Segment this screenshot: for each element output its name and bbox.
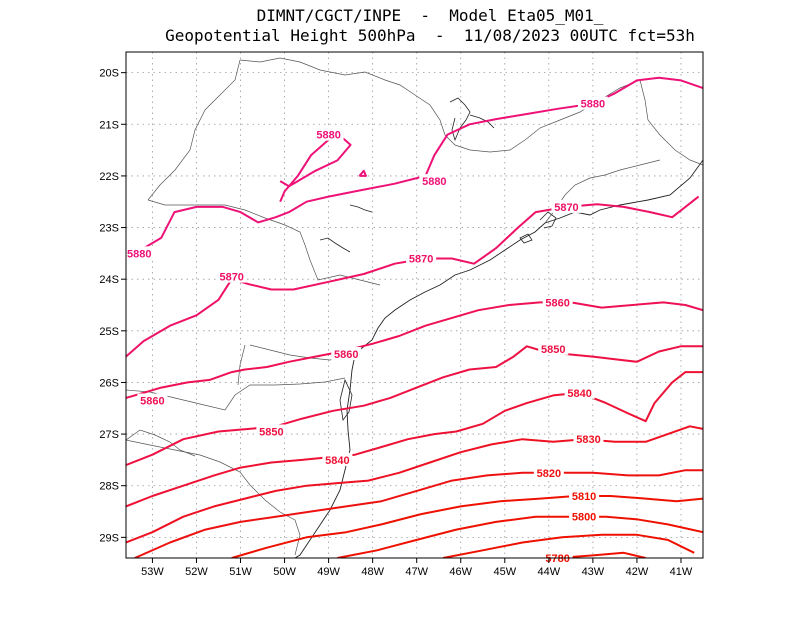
lat-tick-label: 25S bbox=[99, 326, 119, 338]
contour-label: 5880 bbox=[316, 130, 340, 142]
contour-5780 bbox=[557, 551, 646, 558]
contour-5850 bbox=[126, 345, 703, 467]
lat-tick-label: 21S bbox=[99, 119, 119, 131]
lat-tick-label: 23S bbox=[99, 223, 119, 235]
lon-tick-label: 53W bbox=[141, 566, 164, 578]
contour-5800 bbox=[337, 515, 703, 558]
lon-tick-label: 42W bbox=[626, 566, 649, 578]
bay-guanabara bbox=[539, 211, 557, 229]
contour-label: 5840 bbox=[567, 388, 591, 400]
contour-label: 5860 bbox=[140, 396, 164, 408]
lat-tick-label: 26S bbox=[99, 377, 119, 389]
contour-label-bg bbox=[577, 96, 608, 110]
contour-5880 bbox=[279, 136, 352, 203]
contour-label: 5860 bbox=[334, 349, 358, 361]
chart-title-line2: Geopotential Height 500hPa - 11/08/2023 … bbox=[165, 26, 695, 45]
contour-label-bg bbox=[564, 385, 595, 399]
lon-tick-label: 48W bbox=[361, 566, 384, 578]
lon-tick-label: 44W bbox=[538, 566, 561, 578]
contour-label: 5820 bbox=[537, 468, 561, 480]
lat-tick-label: 29S bbox=[99, 532, 119, 544]
contour-5860 bbox=[126, 301, 703, 399]
contour-label: 5860 bbox=[545, 297, 569, 309]
contour-label-bg bbox=[216, 269, 247, 283]
geography-layer bbox=[126, 57, 703, 558]
contour-5840 bbox=[126, 371, 703, 508]
contour-label-bg bbox=[569, 489, 600, 503]
contour-5820 bbox=[134, 469, 703, 558]
contour-label-bg bbox=[331, 347, 362, 361]
contour-label: 5880 bbox=[127, 248, 151, 260]
contour-label-bg bbox=[569, 509, 600, 523]
contour-label-bg bbox=[406, 251, 437, 265]
lon-tick-label: 49W bbox=[317, 566, 340, 578]
contour-5790 bbox=[442, 533, 695, 558]
chart-title-line1: DIMNT/CGCT/INPE - Model Eta05_M01_ bbox=[256, 6, 604, 25]
contour-5830 bbox=[126, 425, 703, 544]
coastline bbox=[294, 159, 703, 558]
lon-tick-label: 45W bbox=[493, 566, 516, 578]
contour-5870 bbox=[126, 195, 700, 358]
contour-label-bg bbox=[533, 465, 564, 479]
state-borders bbox=[126, 57, 703, 556]
contour-label-bg bbox=[542, 295, 573, 309]
lon-tick-label: 51W bbox=[229, 566, 252, 578]
contour-label: 5870 bbox=[409, 254, 433, 266]
lat-tick-label: 20S bbox=[99, 68, 119, 80]
contour-label: 5850 bbox=[541, 344, 565, 356]
lagoon-patos bbox=[339, 378, 353, 422]
contour-label: 5780 bbox=[545, 553, 569, 565]
contour-label: 5800 bbox=[572, 512, 596, 524]
contour-label: 5810 bbox=[572, 491, 596, 503]
lat-tick-label: 24S bbox=[99, 274, 119, 286]
contour-label-bg bbox=[256, 424, 287, 438]
lon-tick-label: 50W bbox=[273, 566, 296, 578]
contour-label-bg bbox=[419, 174, 450, 188]
lat-tick-label: 28S bbox=[99, 481, 119, 493]
contour-label-bg bbox=[322, 452, 353, 466]
lat-tick-label: 22S bbox=[99, 171, 119, 183]
plot-frame bbox=[125, 51, 704, 559]
contour-label: 5850 bbox=[259, 427, 283, 439]
contour-label: 5830 bbox=[576, 434, 600, 446]
lat-tick-label: 27S bbox=[99, 429, 119, 441]
contour-label-bg bbox=[573, 432, 604, 446]
lon-tick-label: 46W bbox=[449, 566, 472, 578]
contour-label: 5870 bbox=[219, 272, 243, 284]
lon-tick-label: 43W bbox=[582, 566, 605, 578]
ilha-grande bbox=[519, 233, 533, 244]
lon-tick-label: 47W bbox=[405, 566, 428, 578]
contour-label-bg bbox=[551, 199, 582, 213]
contour-label: 5840 bbox=[325, 455, 349, 467]
reservoirs bbox=[319, 97, 495, 253]
contour-label: 5880 bbox=[581, 99, 605, 111]
contour-5880 bbox=[126, 76, 703, 260]
contour-label-bg bbox=[313, 127, 344, 141]
lon-tick-label: 52W bbox=[185, 566, 208, 578]
contour-5880 bbox=[358, 169, 367, 177]
contour-5810 bbox=[231, 495, 703, 558]
contour-label-bg bbox=[124, 246, 155, 260]
contour-label-bg bbox=[137, 393, 168, 407]
contour-label-bg bbox=[538, 341, 569, 355]
axis-ticks: 53W 52W 51W 50W 49W 48W 47W 46W 45W 44W 43W 42W 41W 2… bbox=[99, 68, 692, 578]
lon-tick-label: 41W bbox=[670, 566, 693, 578]
contour-labels: 5880 5880 5880 5880 5870 5870 5870 5860 5860 5860… bbox=[124, 96, 608, 565]
contour-label: 5870 bbox=[554, 202, 578, 214]
contour-label: 5880 bbox=[422, 176, 446, 188]
